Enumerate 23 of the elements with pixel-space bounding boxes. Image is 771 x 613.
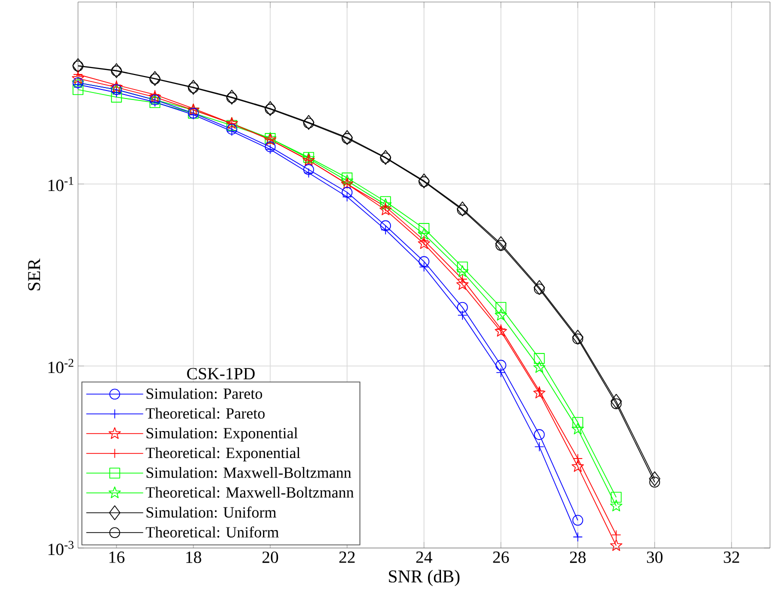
x-tick-label: 20 [262,552,278,564]
legend-label: Simulation: Pareto [146,388,262,399]
legend-label: Simulation: Maxwell-Boltzmann [146,467,352,478]
x-tick-label: 28 [570,552,586,564]
x-tick-label: 26 [493,552,509,563]
legend-label: Simulation: Uniform [146,506,276,518]
x-tick-label: 24 [416,552,432,563]
legend-label: Simulation: Exponential [146,428,298,442]
legend-label: Theoretical: Maxwell-Boltzmann [146,486,354,498]
y-axis-title: SER [28,258,40,290]
legend-label: Theoretical: Pareto [146,408,265,419]
x-tick-label: 22 [339,552,355,563]
x-axis-title: SNR (dB) [388,570,460,586]
legend-title: CSK-1PD [187,368,255,380]
x-tick-label: 18 [186,552,202,564]
y-tick-label: 10$^{-3}$ [48,540,74,556]
legend-label: Theoretical: Uniform [146,526,279,538]
x-tick-label: 32 [724,552,740,563]
x-tick-label: 30 [646,552,663,564]
y-tick-label: 10$^{-1}$ [48,176,74,192]
x-tick-label: 16 [109,552,124,563]
y-tick-label: 10$^{-2}$ [48,358,74,374]
legend-label: Theoretical: Exponential [146,447,300,462]
